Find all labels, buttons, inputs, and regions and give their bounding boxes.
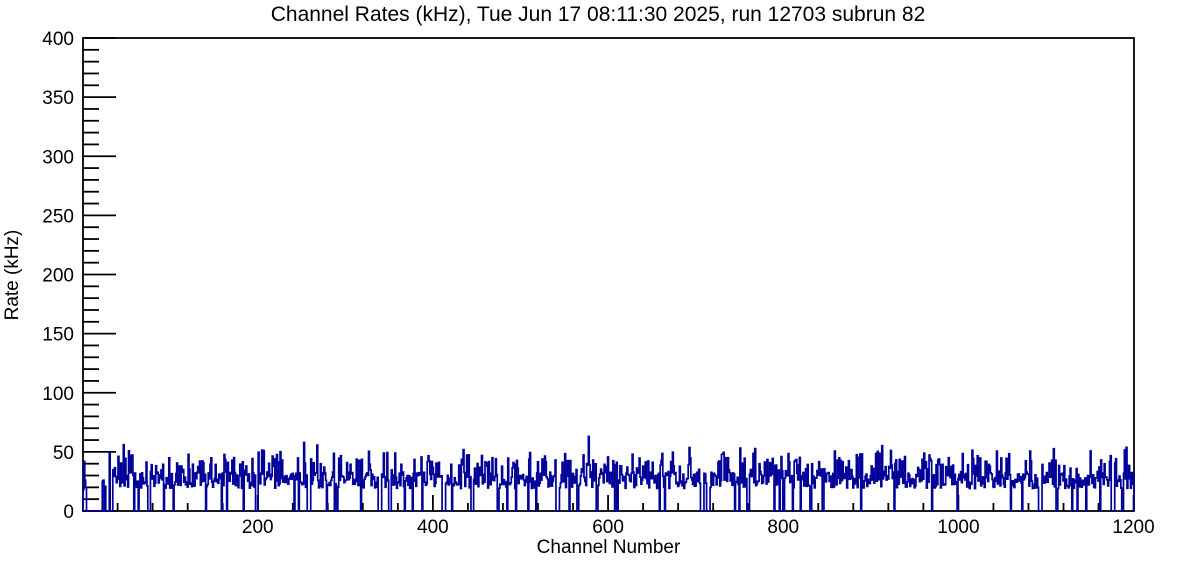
y-tick-label: 200 bbox=[42, 266, 74, 287]
y-tick-label: 400 bbox=[42, 29, 74, 50]
plot-frame bbox=[82, 37, 1135, 512]
x-tick-label: 1200 bbox=[1112, 517, 1154, 538]
x-tick-label: 400 bbox=[417, 517, 449, 538]
x-tick-label: 800 bbox=[767, 517, 799, 538]
y-tick-label: 100 bbox=[42, 384, 74, 405]
x-tick-label: 1000 bbox=[937, 517, 979, 538]
x-tick-label: 200 bbox=[242, 517, 274, 538]
x-tick-label: 600 bbox=[592, 517, 624, 538]
chart-title: Channel Rates (kHz), Tue Jun 17 08:11:30… bbox=[270, 3, 926, 26]
x-axis-title: Channel Number bbox=[536, 537, 681, 558]
y-tick-label: 350 bbox=[42, 88, 74, 109]
y-tick-label: 250 bbox=[42, 206, 74, 227]
y-tick-label: 300 bbox=[42, 147, 74, 168]
y-tick-label: 50 bbox=[53, 443, 74, 464]
y-tick-label: 150 bbox=[42, 325, 74, 346]
y-tick-label: 0 bbox=[63, 502, 74, 523]
histogram-line bbox=[82, 435, 1135, 512]
y-axis-title: Rate (kHz) bbox=[2, 229, 23, 321]
